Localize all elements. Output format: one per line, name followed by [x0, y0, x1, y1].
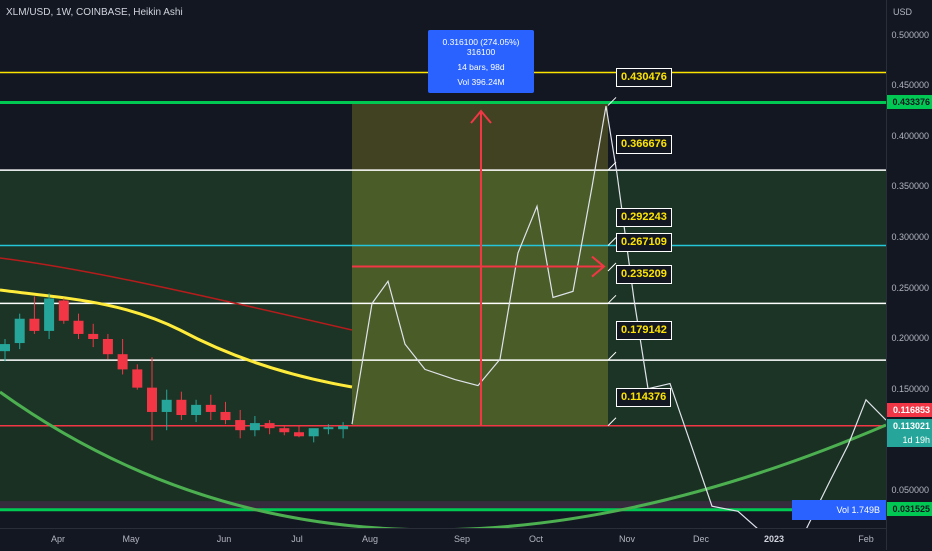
projection-path: [351, 105, 886, 528]
price-tick: 0.450000: [891, 80, 929, 90]
candle-body: [249, 423, 260, 431]
price-tag-last: 0.116853: [887, 403, 932, 417]
horizontal-arrow-head: [591, 255, 606, 278]
chart-area[interactable]: XLM/USD, 1W, COINBASE, Heikin Ashi 0.316…: [0, 0, 886, 528]
candle-body: [14, 318, 25, 344]
arc-green-curve: [0, 390, 886, 528]
price-tag-current: 0.113021: [887, 419, 932, 433]
time-tick: Feb: [858, 534, 874, 544]
callout-leader: [607, 237, 617, 246]
ma-red-line: [0, 257, 353, 331]
candle-body: [58, 300, 69, 321]
measure-change: 0.316100 (274.05%) 316100: [442, 36, 520, 57]
bar-countdown: 1d 19h: [887, 433, 932, 447]
candle-body: [147, 387, 157, 412]
candle-body: [132, 369, 143, 388]
callout-label[interactable]: 0.292243: [616, 208, 672, 227]
time-tick: Aug: [361, 534, 379, 544]
candle-body: [44, 298, 55, 331]
fib-zone-lower: [0, 425, 886, 507]
candle-body: [88, 333, 99, 339]
candle-body: [323, 427, 334, 430]
candle-body: [235, 420, 246, 431]
price-tick: 0.300000: [891, 232, 929, 242]
callout-label[interactable]: 0.430476: [616, 68, 672, 87]
time-tick: Apr: [50, 534, 66, 544]
callout-leader: [607, 417, 617, 427]
time-tick: May: [122, 534, 140, 544]
candle-body: [220, 411, 231, 421]
price-tag-fib-bottom: 0.031525: [887, 502, 932, 516]
currency-label: USD: [893, 7, 913, 17]
candle-body: [176, 399, 187, 415]
callout-label[interactable]: 0.366676: [616, 135, 672, 154]
background-layer: [0, 102, 886, 510]
candle-body: [294, 432, 304, 437]
candle-body: [191, 404, 202, 415]
time-tick: Jun: [216, 534, 232, 544]
moving-averages: [0, 257, 886, 528]
callout-leader: [607, 97, 617, 106]
ma-yellow-line: [0, 288, 353, 389]
callout-label[interactable]: 0.267109: [616, 233, 672, 252]
vertical-arrow-head: [470, 109, 492, 124]
candle-body: [205, 404, 216, 412]
time-tick: Dec: [692, 534, 710, 544]
price-axis[interactable]: USD 0.500000 0.450000 0.400000 0.350000 …: [886, 0, 932, 550]
price-tick: 0.050000: [891, 485, 929, 495]
callout-label[interactable]: 0.235209: [616, 265, 672, 284]
chart-canvas[interactable]: [0, 0, 886, 528]
measure-bars: 14 bars, 98d: [457, 61, 505, 72]
time-tick: Nov: [618, 534, 636, 544]
callout-leader: [607, 294, 617, 304]
volume-label: Vol 1.749B: [792, 500, 886, 520]
symbol-header[interactable]: XLM/USD, 1W, COINBASE, Heikin Ashi: [6, 7, 183, 18]
candle-body: [308, 428, 319, 437]
candle-body: [117, 354, 128, 370]
time-tick-year: 2023: [763, 534, 785, 544]
candle-body: [161, 399, 172, 412]
candle-body: [264, 423, 275, 429]
callout-leader: [607, 161, 617, 171]
candle-body: [279, 428, 290, 433]
price-tick: 0.150000: [891, 384, 929, 394]
price-tick: 0.250000: [891, 283, 929, 293]
candle-body: [102, 339, 113, 355]
price-tick: 0.400000: [891, 131, 929, 141]
time-tick: Jul: [291, 534, 303, 544]
candle-body: [29, 318, 40, 331]
measure-arrows: [352, 97, 617, 427]
fib-zone-purple: [0, 501, 886, 510]
callout-leader: [607, 262, 617, 272]
time-tick: Sep: [453, 534, 471, 544]
price-tick: 0.500000: [891, 30, 929, 40]
projection-line: [351, 105, 886, 528]
measure-volume: Vol 396.24M: [457, 76, 505, 87]
callout-leader: [607, 351, 617, 361]
price-tick: 0.350000: [891, 181, 929, 191]
price-tag-fib-top: 0.433376: [887, 95, 932, 109]
candles: [0, 293, 349, 443]
time-tick: Oct: [528, 534, 544, 544]
candle-body: [338, 426, 349, 430]
candle-body: [0, 344, 10, 352]
callout-label[interactable]: 0.114376: [616, 388, 672, 407]
time-axis[interactable]: Apr May Jun Jul Aug Sep Oct Nov Dec 2023…: [0, 528, 886, 551]
callout-label[interactable]: 0.179142: [616, 321, 672, 340]
candle-body: [73, 320, 84, 334]
price-tick: 0.200000: [891, 333, 929, 343]
measure-tooltip: 0.316100 (274.05%) 316100 14 bars, 98d V…: [428, 30, 534, 93]
